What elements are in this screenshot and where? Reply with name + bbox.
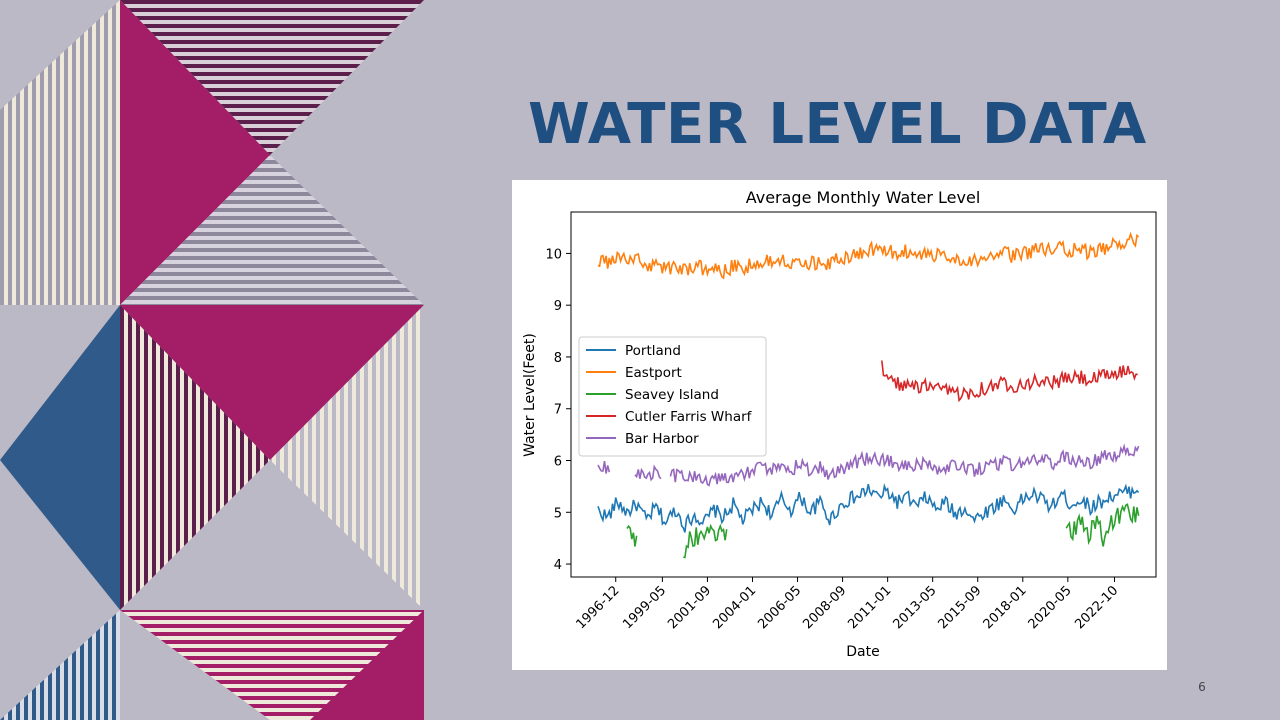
page-number: 6 (1198, 680, 1206, 694)
slide-title: WATER LEVEL DATA (528, 92, 1147, 157)
y-tick-label: 8 (554, 351, 562, 366)
decorative-triangle-pattern (0, 0, 424, 720)
x-tick-label: 2015-09 (936, 583, 985, 632)
water-level-chart: Average Monthly Water Level Date Water L… (522, 188, 1157, 660)
x-tick-label: 2001-09 (665, 583, 714, 632)
x-tick-label: 2018-01 (981, 583, 1030, 632)
y-axis-label: Water Level(Feet) (522, 333, 538, 457)
x-tick-label: 1996-12 (574, 583, 623, 632)
legend: Portland Eastport Seavey Island Cutler Farr… (578, 336, 767, 457)
y-tick-label: 9 (554, 299, 562, 314)
x-tick-label: 2008-09 (800, 583, 849, 632)
deco-stripes-plum-center (120, 305, 270, 610)
legend-label: Bar Harbor (625, 431, 699, 447)
x-tick-label: 2004-01 (710, 583, 759, 632)
y-tick-label: 10 (545, 247, 562, 262)
x-tick-label: 1999-05 (620, 583, 669, 632)
deco-stripes-top-left (0, 0, 120, 305)
deco-stripes-navy-bottom (0, 610, 120, 720)
series-line-cutler-farris-wharf (881, 360, 1138, 403)
chart-title: Average Monthly Water Level (746, 188, 981, 207)
x-tick-label: 2022-10 (1072, 583, 1121, 632)
legend-label: Cutler Farris Wharf (625, 409, 753, 425)
deco-magenta-top (120, 0, 270, 305)
x-tick-label: 2011-01 (845, 583, 894, 632)
y-tick-label: 7 (554, 403, 562, 418)
series-line-portland (597, 483, 1140, 533)
series-line-seavey-island (626, 503, 1140, 559)
deco-magenta-bottom-right (310, 610, 424, 720)
series-line-eastport (597, 231, 1140, 280)
deco-stripes-gray-mid (120, 155, 424, 305)
x-tick-label: 2006-05 (755, 583, 804, 632)
legend-box (578, 336, 767, 457)
deco-stripes-top (120, 0, 424, 155)
series-lines (597, 231, 1140, 559)
x-axis-label: Date (846, 644, 879, 660)
legend-label: Portland (625, 343, 681, 359)
y-tick-label: 5 (554, 506, 562, 521)
plot-frame (570, 211, 1157, 578)
x-tick-label: 2020-05 (1026, 583, 1075, 632)
legend-label: Eastport (625, 365, 682, 381)
deco-magenta-center (120, 305, 424, 460)
chart-panel: Average Monthly Water Level Date Water L… (512, 180, 1167, 670)
deco-navy-left (0, 305, 120, 610)
x-tick-label: 2013-05 (891, 583, 940, 632)
y-tick-label: 4 (554, 558, 562, 573)
legend-label: Seavey Island (625, 387, 719, 403)
series-line-bar-harbor (597, 443, 1140, 487)
y-tick-label: 6 (554, 455, 562, 470)
deco-stripes-cream-right (270, 305, 424, 610)
